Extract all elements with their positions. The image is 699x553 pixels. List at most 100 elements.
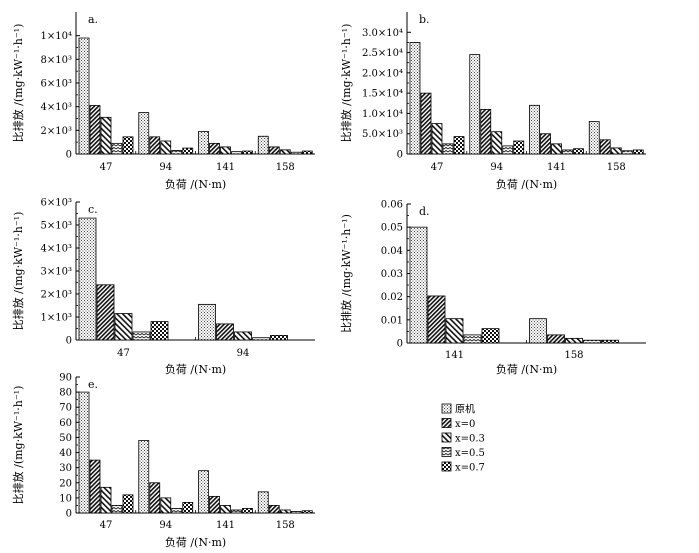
y-tick-label: 4×10³ bbox=[41, 102, 72, 113]
y-tick-label: 6×10³ bbox=[41, 198, 72, 209]
y-tick-label: 40 bbox=[59, 448, 72, 459]
bar-141-series-4 bbox=[481, 328, 500, 344]
y-tick-label: 2.5×10⁴ bbox=[362, 48, 403, 59]
y-tick-label: 0 bbox=[66, 150, 72, 161]
y-tick-label: 0.06 bbox=[381, 200, 403, 211]
x-tick-label: 158 bbox=[564, 350, 583, 361]
y-tick-label: 90 bbox=[59, 373, 72, 384]
bar-94-series-3 bbox=[502, 145, 514, 155]
legend-label: 原机 bbox=[455, 403, 475, 416]
chart-panel-e: 0 10 20 30 40 50 60 70 80 90 47 94 141 158 e. 负荷 /(N·m)… bbox=[11, 373, 315, 549]
bar-141-series-3 bbox=[231, 509, 242, 514]
y-tick-label: 8×10³ bbox=[41, 55, 72, 66]
x-tick-label: 141 bbox=[216, 520, 235, 531]
bar-141-series-2 bbox=[220, 146, 231, 155]
y-tick-label: 1.0×10⁴ bbox=[362, 109, 403, 120]
y-tick-label: 80 bbox=[59, 388, 72, 399]
bar-94-series-3 bbox=[252, 337, 270, 341]
bar-141-series-1 bbox=[427, 295, 446, 344]
bar-94-series-1 bbox=[480, 108, 492, 155]
x-tick-label: 141 bbox=[445, 350, 464, 361]
panel-label: b. bbox=[419, 13, 430, 26]
x-tick-label: 47 bbox=[100, 520, 113, 531]
y-tick-label: 0 bbox=[66, 509, 72, 520]
bar-94-series-1 bbox=[216, 323, 234, 341]
y-tick-label: 20 bbox=[59, 478, 72, 489]
bar-94-series-2 bbox=[160, 140, 172, 155]
bar-47-series-4 bbox=[453, 136, 465, 155]
bar-141-series-3 bbox=[463, 334, 482, 344]
y-tick-label: 1.5×10⁴ bbox=[362, 89, 403, 100]
y-tick-label: 5×10³ bbox=[41, 221, 72, 232]
chart-panel-c: 0 1×10³ 2×10³ 3×10³ 4×10³ 5×10³ 6×10³ 47 94 c. 负荷 … bbox=[11, 198, 315, 376]
bar-158-series-3 bbox=[290, 511, 302, 514]
bar-94-series-2 bbox=[491, 131, 503, 155]
y-tick-label: 0.02 bbox=[381, 292, 403, 303]
bar-47-series-3 bbox=[442, 143, 454, 155]
bar-141-series-4 bbox=[242, 508, 253, 514]
y-tick-label: 0.01 bbox=[381, 315, 403, 326]
bar-94-series-0 bbox=[469, 54, 481, 155]
bar-47-series-1 bbox=[89, 459, 101, 514]
bar-141-series-0 bbox=[409, 226, 428, 344]
bar-94-series-1 bbox=[149, 136, 161, 155]
y-tick-label: 1×10⁴ bbox=[41, 31, 72, 42]
bar-141-series-3 bbox=[562, 149, 573, 155]
bar-47-series-4 bbox=[150, 321, 169, 341]
y-tick-label: 3×10³ bbox=[41, 267, 72, 278]
bar-47-series-3 bbox=[111, 142, 123, 155]
legend-label: x=0.7 bbox=[455, 463, 485, 474]
bar-158-series-2 bbox=[610, 147, 622, 155]
bar-158-series-0 bbox=[257, 135, 269, 155]
bar-47-series-0 bbox=[409, 42, 421, 155]
bar-94-series-4 bbox=[270, 334, 288, 341]
bar-94-series-3 bbox=[171, 150, 183, 155]
x-tick-label: 94 bbox=[159, 520, 172, 531]
y-tick-label: 2×10³ bbox=[41, 290, 72, 301]
bar-94-series-2 bbox=[160, 497, 172, 514]
x-axis-label: 负荷 /(N·m) bbox=[496, 177, 557, 191]
legend-swatch bbox=[441, 418, 452, 428]
y-tick-label: 2×10³ bbox=[41, 126, 72, 137]
bar-158-series-4 bbox=[632, 149, 644, 155]
bar-158-series-0 bbox=[529, 318, 547, 344]
x-tick-label: 94 bbox=[490, 162, 503, 173]
y-tick-label: 3.0×10⁴ bbox=[362, 28, 403, 39]
panel-label: a. bbox=[88, 13, 98, 26]
x-axis-label: 负荷 /(N·m) bbox=[496, 362, 557, 376]
y-tick-label: 60 bbox=[59, 418, 72, 429]
y-tick-label: 2.0×10⁴ bbox=[362, 68, 403, 79]
bar-158-series-4 bbox=[301, 150, 313, 155]
panel-label: e. bbox=[88, 378, 98, 391]
y-axis-label: 比排放 /(mg·kW⁻¹·h⁻¹) bbox=[339, 24, 353, 143]
bar-47-series-2 bbox=[431, 123, 443, 155]
y-tick-label: 0 bbox=[66, 336, 72, 347]
bar-141-series-3 bbox=[231, 151, 242, 155]
bar-47-series-1 bbox=[89, 105, 101, 155]
x-axis-label: 负荷 /(N·m) bbox=[165, 535, 226, 549]
bar-141-series-2 bbox=[220, 505, 231, 514]
bar-141-series-4 bbox=[573, 148, 584, 155]
bar-94-series-0 bbox=[198, 303, 216, 341]
x-tick-label: 94 bbox=[237, 348, 250, 359]
legend-label: x=0.3 bbox=[455, 434, 485, 445]
chart-panel-d: 0 0.01 0.02 0.03 0.04 0.05 0.06 141 158 d. 负荷 /(N·… bbox=[339, 200, 646, 376]
panel-label: d. bbox=[419, 205, 430, 218]
bar-47-series-2 bbox=[100, 486, 112, 514]
y-tick-label: 6×10³ bbox=[41, 79, 72, 90]
bar-158-series-4 bbox=[301, 510, 313, 514]
bar-47-series-2 bbox=[100, 116, 112, 155]
y-tick-label: 5.0×10³ bbox=[362, 129, 403, 140]
bar-47-series-2 bbox=[114, 313, 133, 341]
legend-swatch bbox=[441, 461, 452, 472]
bar-158-series-2 bbox=[279, 509, 291, 514]
bar-94-series-3 bbox=[171, 508, 183, 514]
y-axis-label: 比排放 /(mg·kW⁻¹·h⁻¹) bbox=[11, 24, 25, 143]
x-tick-label: 47 bbox=[100, 162, 113, 173]
bar-158-series-1 bbox=[599, 139, 611, 155]
y-tick-label: 50 bbox=[59, 433, 72, 444]
y-tick-label: 10 bbox=[59, 493, 72, 504]
legend-label: x=0.5 bbox=[455, 448, 485, 459]
x-tick-label: 47 bbox=[117, 348, 130, 359]
x-axis-label: 负荷 /(N·m) bbox=[165, 362, 226, 376]
